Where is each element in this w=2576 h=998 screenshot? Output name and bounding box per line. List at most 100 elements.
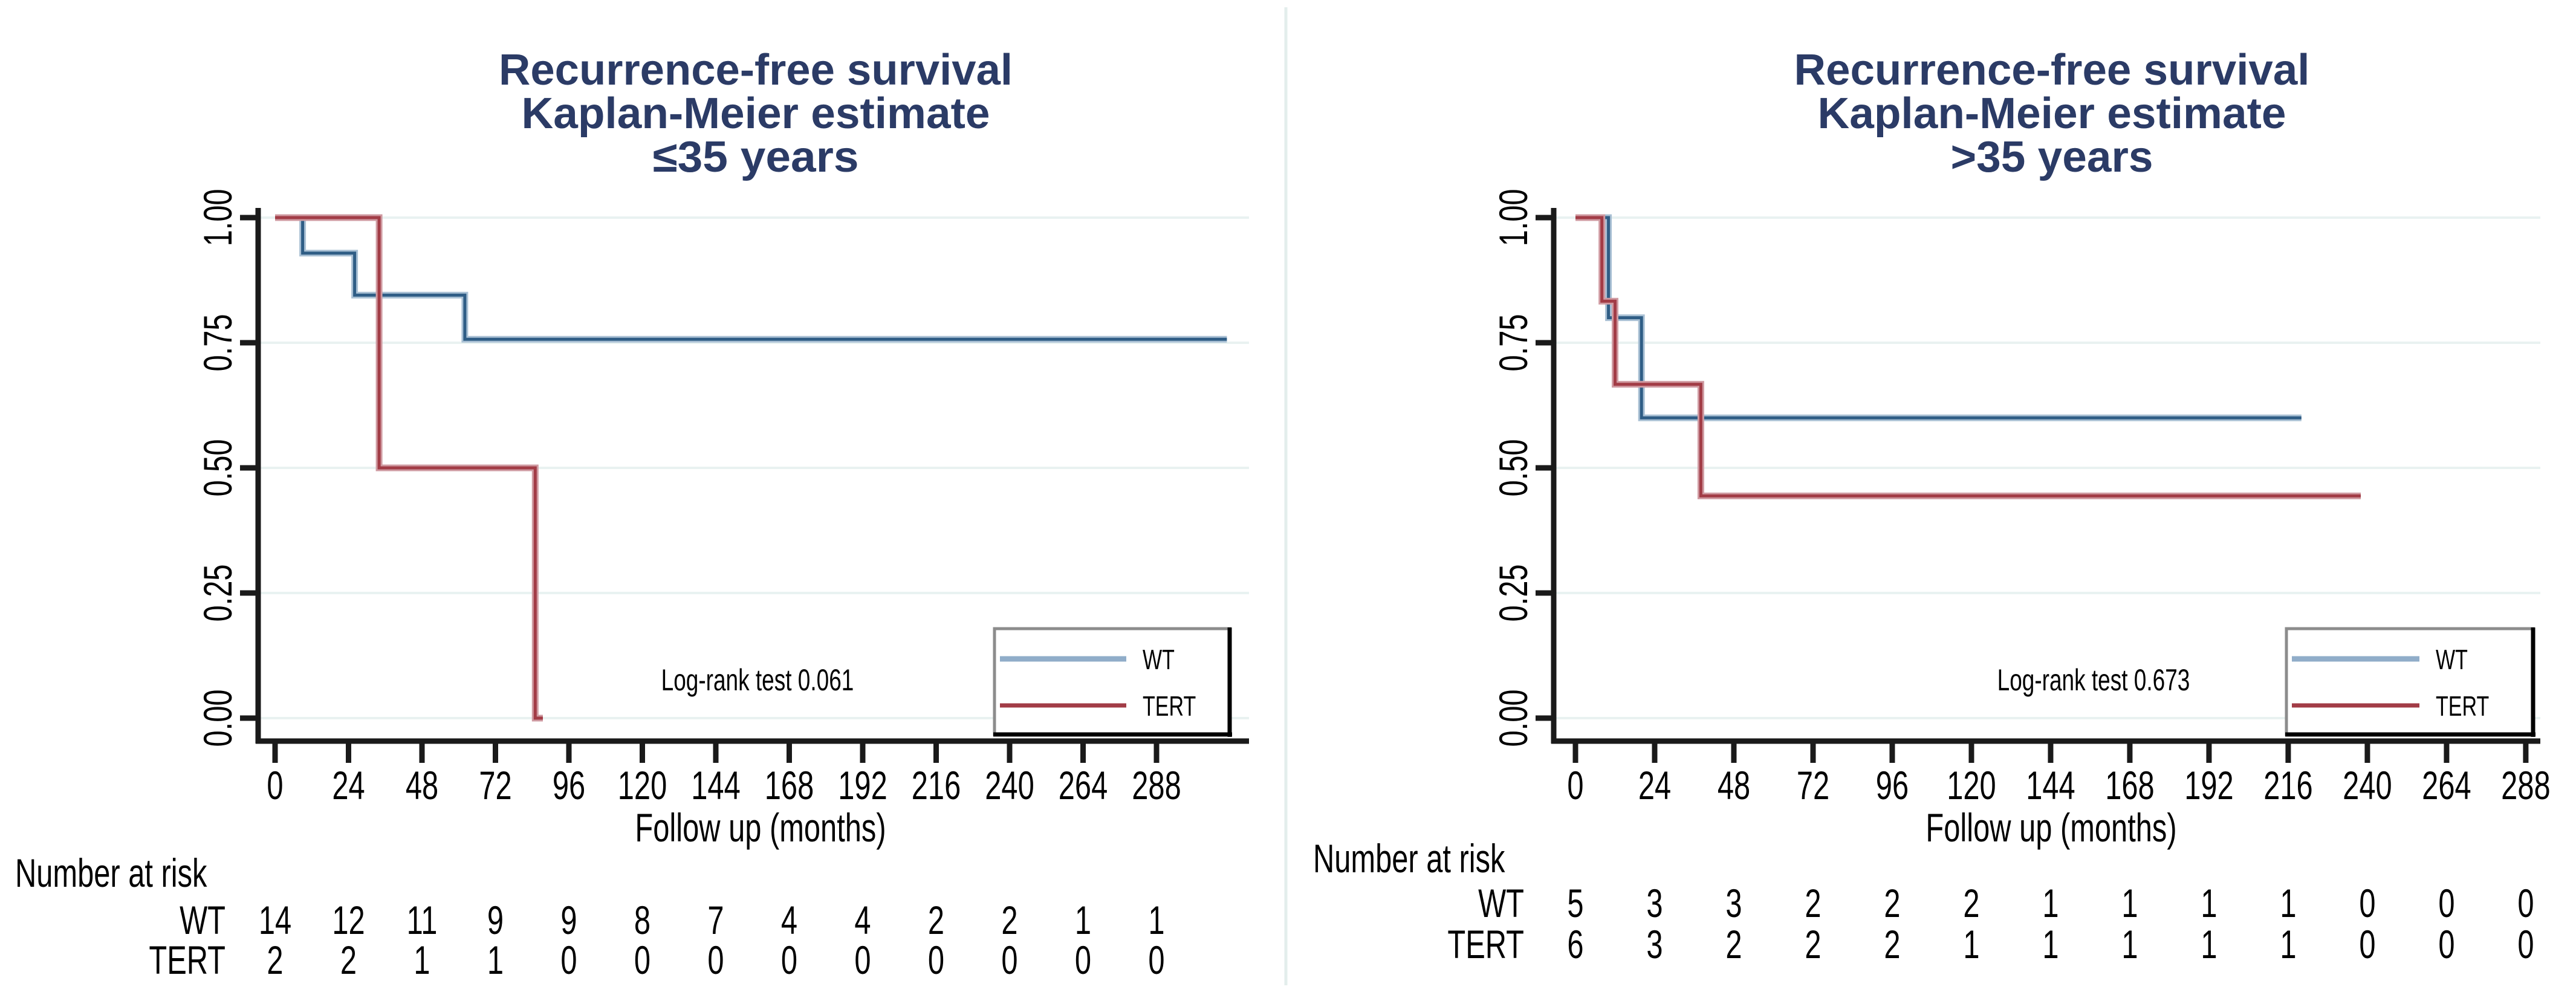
x-tick-label: 288 — [1132, 763, 1181, 808]
chart-title-line: Kaplan-Meier estimate — [1818, 89, 2286, 138]
x-tick-label: 168 — [2105, 763, 2154, 808]
y-tick-label: 0.00 — [196, 689, 241, 747]
at-risk-value: 2 — [1884, 922, 1900, 967]
at-risk-value: 0 — [2517, 922, 2534, 967]
at-risk-value: 0 — [1148, 938, 1164, 983]
y-tick-label: 1.00 — [196, 189, 241, 246]
at-risk-value: 4 — [854, 898, 871, 943]
x-tick-label: 168 — [765, 763, 814, 808]
x-tick-label: 72 — [1797, 763, 1829, 808]
number-at-risk-heading: Number at risk — [1313, 837, 1505, 881]
legend-label-tert: TERT — [2436, 690, 2489, 722]
x-tick-label: 144 — [691, 763, 740, 808]
y-tick-label: 0.50 — [196, 439, 241, 496]
x-tick-label: 240 — [2343, 763, 2392, 808]
x-tick-label: 216 — [912, 763, 961, 808]
x-tick-label: 144 — [2026, 763, 2075, 808]
logrank-annotation: Log-rank test 0.673 — [1997, 664, 2190, 698]
number-at-risk-heading: Number at risk — [15, 851, 207, 896]
at-risk-value: 0 — [1075, 938, 1091, 983]
at-risk-value: 2 — [267, 938, 283, 983]
at-risk-value: 7 — [707, 898, 724, 943]
at-risk-value: 3 — [1646, 881, 1663, 926]
x-axis-title: Follow up (months) — [635, 806, 886, 851]
at-risk-value: 1 — [1075, 898, 1091, 943]
x-tick-label: 120 — [618, 763, 667, 808]
chart-title-line: ≤35 years — [653, 133, 859, 181]
at-risk-value: 1 — [414, 938, 430, 983]
at-risk-value: 1 — [1148, 898, 1164, 943]
chart-title-line: Kaplan-Meier estimate — [522, 89, 990, 138]
at-risk-value: 12 — [332, 898, 365, 943]
chart-title-line: Recurrence-free survival — [1794, 46, 2310, 94]
y-tick-label: 1.00 — [1491, 189, 1536, 246]
at-risk-row-label-wt: WT — [1478, 881, 1524, 926]
legend-label-wt: WT — [2436, 644, 2468, 675]
legend: WT TERT — [993, 627, 1232, 737]
legend-box — [2285, 627, 2535, 736]
at-risk-value: 0 — [781, 938, 797, 983]
logrank-annotation: Log-rank test 0.061 — [661, 664, 854, 698]
at-risk-row-label-tert: TERT — [1447, 922, 1524, 967]
y-tick-label: 0.75 — [196, 314, 241, 371]
at-risk-value: 1 — [2042, 922, 2059, 967]
x-tick-label: 48 — [1718, 763, 1750, 808]
at-risk-value: 14 — [259, 898, 291, 943]
legend-label-wt: WT — [1143, 644, 1175, 675]
km-panel-le35: 1.000.750.500.250.000 24 48 72 96 120 144 168 19… — [15, 46, 1249, 983]
x-tick-label: 48 — [406, 763, 438, 808]
at-risk-value: 0 — [928, 938, 944, 983]
at-risk-value: 1 — [2201, 922, 2217, 967]
x-tick-label: 0 — [267, 763, 283, 808]
at-risk-value: 2 — [1884, 881, 1900, 926]
at-risk-value: 5 — [1567, 881, 1583, 926]
x-tick-label: 24 — [1638, 763, 1671, 808]
series-line-tert — [275, 216, 543, 720]
at-risk-value: 1 — [2280, 881, 2296, 926]
at-risk-value: 1 — [2280, 922, 2296, 967]
at-risk-value: 2 — [1805, 922, 1821, 967]
x-tick-label: 192 — [838, 763, 887, 808]
x-tick-label: 96 — [1876, 763, 1909, 808]
series-line-wt — [275, 216, 1227, 341]
x-tick-label: 264 — [1059, 763, 1108, 808]
at-risk-value: 0 — [2359, 881, 2375, 926]
x-axis-title: Follow up (months) — [1926, 806, 2176, 851]
at-risk-value: 1 — [2201, 881, 2217, 926]
y-tick-label: 0.50 — [1491, 439, 1536, 496]
at-risk-value: 3 — [1725, 881, 1742, 926]
at-risk-value: 0 — [2359, 922, 2375, 967]
at-risk-value: 0 — [2438, 881, 2454, 926]
legend-box — [993, 627, 1231, 736]
at-risk-value: 8 — [634, 898, 650, 943]
legend: WT TERT — [2285, 627, 2535, 737]
y-tick-label: 0.25 — [196, 564, 241, 621]
x-tick-label: 264 — [2422, 763, 2471, 808]
at-risk-value: 2 — [340, 938, 357, 983]
y-tick-label: 0.75 — [1491, 314, 1536, 371]
at-risk-value: 9 — [487, 898, 504, 943]
at-risk-value: 11 — [407, 898, 438, 943]
at-risk-value: 2 — [928, 898, 944, 943]
at-risk-value: 0 — [2517, 881, 2534, 926]
at-risk-value: 0 — [707, 938, 724, 983]
at-risk-value: 2 — [1963, 881, 1979, 926]
at-risk-value: 1 — [2121, 922, 2138, 967]
at-risk-row-label-tert: TERT — [149, 938, 225, 983]
x-tick-label: 24 — [332, 763, 365, 808]
at-risk-value: 0 — [1001, 938, 1017, 983]
y-tick-label: 0.25 — [1491, 564, 1536, 621]
at-risk-value: 0 — [560, 938, 577, 983]
at-risk-value: 1 — [2121, 881, 2138, 926]
at-risk-value: 2 — [1001, 898, 1017, 943]
at-risk-value: 9 — [560, 898, 577, 943]
at-risk-value: 6 — [1567, 922, 1583, 967]
at-risk-value: 1 — [487, 938, 504, 983]
y-tick-label: 0.00 — [1491, 689, 1536, 747]
chart-title-line: Recurrence-free survival — [499, 46, 1013, 94]
at-risk-value: 1 — [2042, 881, 2059, 926]
